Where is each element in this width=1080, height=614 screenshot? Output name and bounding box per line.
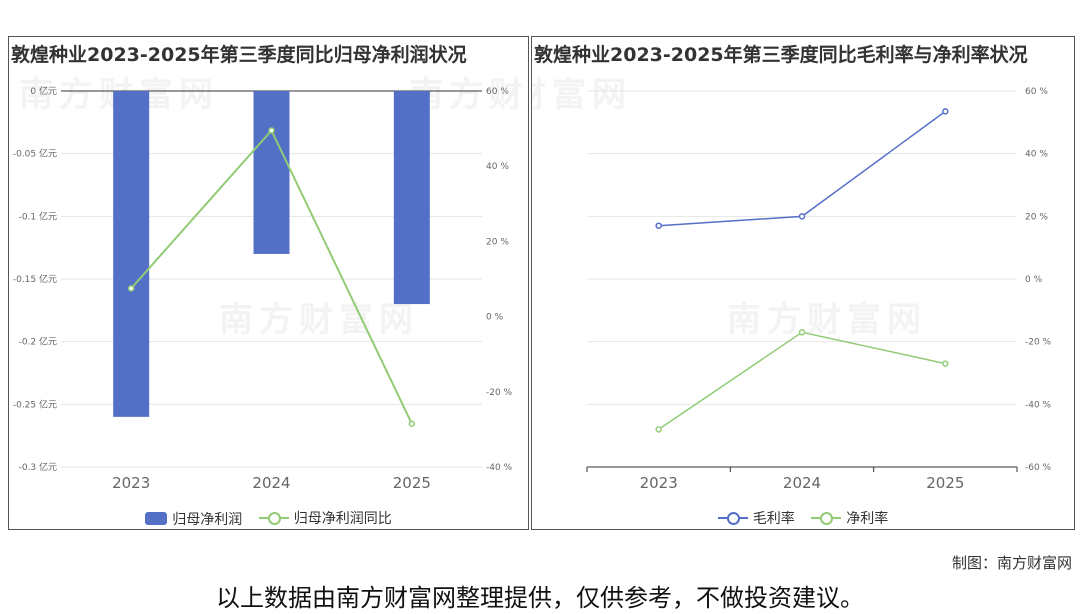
chart-title: 敦煌种业2023-2025年第三季度同比毛利率与净利率状况: [534, 44, 1028, 66]
series-line: [658, 110, 946, 227]
y-tick-label: 0 亿元: [30, 85, 57, 97]
left-chart-panel: 南方财富网 南方财富网 南方财富网 敦煌种业2023-2025年第三季度同比归母…: [8, 36, 529, 530]
data-point: [655, 222, 662, 229]
y-tick-label: -0.15 亿元: [13, 273, 57, 285]
y-tick-label: -0.1 亿元: [19, 210, 57, 222]
y-tick-label: -0.05 亿元: [13, 148, 57, 160]
line-chart: 60 % 40 % 20 % 0 % -20 % -40 % -60 % 2023 2024 20…: [586, 87, 1052, 492]
x-tick-label: 2023: [640, 474, 678, 492]
data-point: [942, 108, 949, 115]
x-tick-label: 2025: [926, 474, 964, 492]
chart-credit: 制图：南方财富网: [951, 554, 1072, 572]
y2-tick-label: 20 %: [486, 237, 509, 247]
series-line: [658, 331, 946, 431]
legend-label: 毛利率: [752, 511, 795, 527]
legend-line-swatch: [717, 511, 748, 525]
x-tick-label: 2024: [783, 474, 821, 492]
bar: [113, 91, 150, 417]
chart-legend: 毛利率 净利率: [532, 508, 1074, 529]
legend-label: 净利率: [846, 511, 889, 527]
data-point: [268, 127, 275, 134]
legend-bar-swatch: [145, 512, 168, 525]
x-tick-label: 2024: [252, 474, 290, 492]
y-tick-label: 60 %: [1025, 87, 1048, 97]
legend-label: 归母净利润同比: [293, 511, 392, 527]
y-tick-label: -0.3 亿元: [19, 461, 57, 473]
y-tick-label: 0 %: [1025, 275, 1043, 285]
y-tick-label: -0.25 亿元: [13, 398, 57, 410]
y-tick-label: -0.2 亿元: [19, 336, 57, 348]
bar: [253, 91, 290, 254]
y2-tick-label: 0 %: [486, 313, 504, 323]
right-chart-panel: 南方财富网 南方财富网 敦煌种业2023-2025年第三季度同比毛利率与净利率状…: [531, 36, 1075, 530]
chart-legend: 归母净利润 归母净利润同比: [9, 508, 528, 529]
y2-tick-label: -40 %: [486, 463, 513, 473]
legend-item-net-profit[interactable]: 归母净利润: [145, 509, 242, 529]
y-tick-label: -40 %: [1025, 400, 1052, 410]
bar-line-chart: 0 亿元 -0.05 亿元 -0.1 亿元 -0.15 亿元 -0.2 亿元 -0.25 …: [13, 85, 513, 492]
data-point: [408, 420, 416, 428]
x-tick-label: 2023: [112, 474, 150, 492]
y2-tick-label: -20 %: [486, 388, 513, 398]
x-tick-label: 2025: [393, 474, 431, 492]
y-tick-label: 40 %: [1025, 150, 1048, 160]
data-point: [942, 360, 949, 367]
data-point: [798, 213, 806, 220]
bar: [393, 91, 430, 305]
legend-line-swatch: [811, 511, 842, 525]
y-tick-label: -60 %: [1025, 463, 1052, 473]
y2-tick-label: 60 %: [486, 87, 509, 97]
legend-item-net-margin[interactable]: 净利率: [811, 508, 888, 528]
legend-item-gross-margin[interactable]: 毛利率: [717, 508, 795, 528]
y-tick-label: -20 %: [1025, 338, 1052, 348]
disclaimer-text: 以上数据由南方财富网整理提供，仅供参考，不做投资建议。: [216, 584, 864, 612]
y-tick-label: 20 %: [1025, 212, 1048, 222]
data-point: [655, 426, 662, 433]
chart-title: 敦煌种业2023-2025年第三季度同比归母净利润状况: [11, 44, 467, 66]
legend-item-net-profit-yoy[interactable]: 归母净利润同比: [258, 508, 392, 528]
data-point: [127, 285, 135, 292]
y2-tick-label: 40 %: [486, 162, 509, 172]
data-point: [798, 329, 806, 336]
legend-line-swatch: [258, 511, 289, 525]
legend-label: 归母净利润: [172, 511, 243, 528]
